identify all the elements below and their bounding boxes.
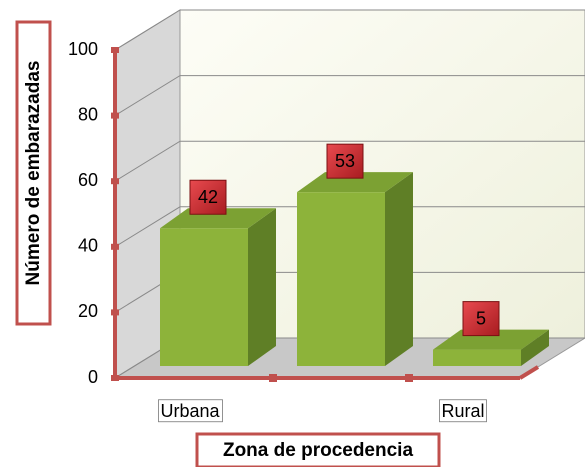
y-tick-label: 20 bbox=[78, 301, 98, 321]
data-label-box bbox=[189, 179, 227, 215]
y-tick bbox=[111, 47, 119, 53]
grid-line bbox=[114, 140, 585, 182]
data-label: 42 bbox=[198, 187, 218, 207]
y-label-box bbox=[15, 20, 52, 326]
y-tick bbox=[111, 309, 119, 316]
data-label-box bbox=[462, 301, 500, 337]
grid-line bbox=[114, 75, 585, 117]
x-label-box bbox=[195, 432, 441, 467]
y-tick-label: 0 bbox=[88, 367, 98, 387]
bar-side bbox=[248, 208, 276, 366]
bars bbox=[160, 172, 549, 366]
y-tick-label: 80 bbox=[78, 104, 98, 124]
y-tick bbox=[111, 243, 119, 250]
grid-line bbox=[114, 9, 585, 51]
bar bbox=[160, 228, 248, 366]
x-tick-label-box bbox=[158, 399, 223, 423]
bar bbox=[433, 349, 521, 366]
bar-side bbox=[521, 329, 549, 366]
x-tick-label: Urbana bbox=[160, 401, 220, 421]
y-tick bbox=[111, 178, 119, 185]
x-axis-end bbox=[518, 365, 540, 380]
y-tick-label: 40 bbox=[78, 236, 98, 256]
y-axis-label: Número de embarazadas bbox=[23, 61, 44, 286]
x-tick-label-box bbox=[439, 399, 487, 423]
bar bbox=[297, 192, 385, 366]
data-label-box bbox=[326, 143, 364, 179]
x-tick-label: Rural bbox=[441, 401, 484, 421]
x-tick bbox=[269, 374, 277, 382]
bar-top bbox=[433, 329, 549, 350]
bar-side bbox=[385, 172, 413, 366]
x-axis-label: Zona de procedencia bbox=[223, 440, 413, 461]
y-tick-label: 100 bbox=[68, 39, 98, 59]
y-tick bbox=[111, 375, 119, 381]
bar-top bbox=[160, 208, 276, 229]
grid-line bbox=[114, 206, 585, 248]
data-label: 53 bbox=[335, 151, 355, 171]
y-tick-label: 60 bbox=[78, 170, 98, 190]
data-label: 5 bbox=[476, 308, 486, 328]
bar-top bbox=[297, 172, 413, 193]
y-tick bbox=[111, 112, 119, 119]
x-tick bbox=[405, 374, 413, 382]
